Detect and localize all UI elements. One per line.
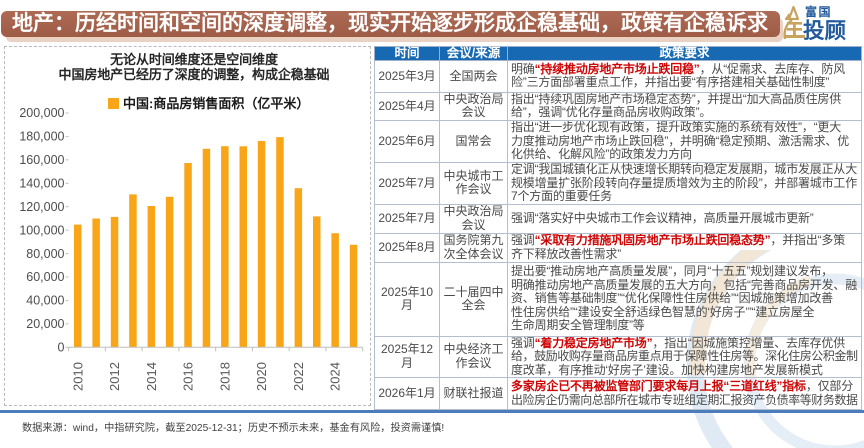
- svg-text:200,000: 200,000: [19, 106, 64, 120]
- svg-text:40,000: 40,000: [26, 294, 64, 308]
- svg-text:20,000: 20,000: [26, 317, 64, 331]
- svg-text:80,000: 80,000: [26, 247, 64, 261]
- svg-text:2010: 2010: [70, 362, 85, 391]
- svg-text:2014: 2014: [144, 362, 159, 391]
- svg-text:140,000: 140,000: [19, 176, 64, 190]
- svg-text:0: 0: [58, 341, 65, 355]
- svg-text:2024: 2024: [328, 362, 343, 391]
- svg-text:2018: 2018: [217, 362, 232, 391]
- svg-text:2012: 2012: [107, 362, 122, 391]
- svg-text:2016: 2016: [181, 362, 196, 391]
- svg-text:2020: 2020: [254, 362, 269, 391]
- svg-text:120,000: 120,000: [19, 200, 64, 214]
- svg-text:100,000: 100,000: [19, 223, 64, 237]
- svg-text:60,000: 60,000: [26, 270, 64, 284]
- svg-text:160,000: 160,000: [19, 153, 64, 167]
- svg-text:2022: 2022: [291, 362, 306, 391]
- svg-text:180,000: 180,000: [19, 130, 64, 144]
